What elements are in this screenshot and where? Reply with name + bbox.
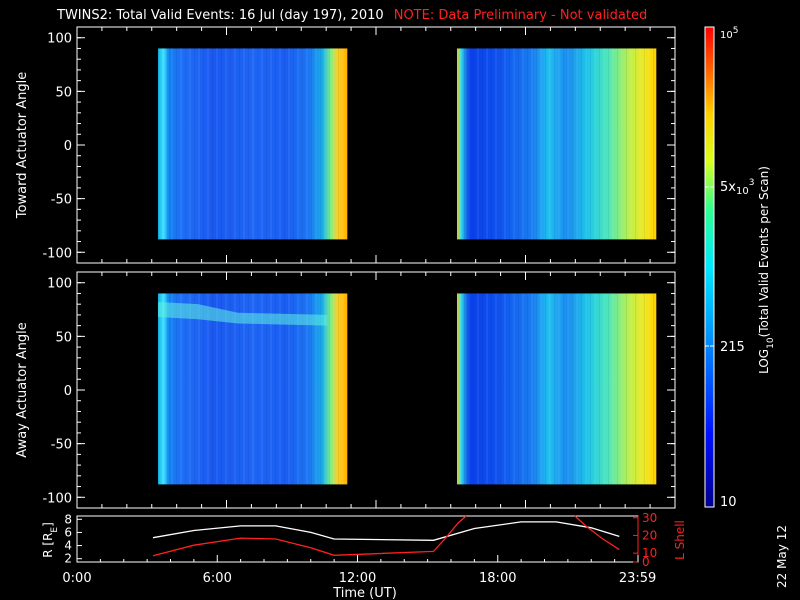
y-tick-label: 50 xyxy=(55,85,72,100)
y-tick-label: 100 xyxy=(47,32,72,47)
x-axis-label: Time (UT) xyxy=(332,586,397,600)
colorbar xyxy=(704,26,715,508)
right-tick-label: 20 xyxy=(642,528,657,542)
colorbar-tick-5e3: 5x103 xyxy=(720,178,754,197)
away-heatmap-panel: 100 50 0 -50 -100 xyxy=(42,272,676,508)
colorbar-tick-10: 10 xyxy=(720,495,737,510)
date-stamp: 22 May 12 xyxy=(775,525,789,588)
orbit-ylabel-right: L Shell xyxy=(673,520,687,560)
lshell-series-line xyxy=(574,515,620,551)
left-tick-label: 4 xyxy=(64,539,72,553)
left-tick-label: 8 xyxy=(64,512,72,526)
y-tick-label: -50 xyxy=(51,438,72,453)
y-tick-label: 0 xyxy=(64,384,72,399)
x-tick-label: 23:59 xyxy=(619,571,656,586)
colorbar-tick-1e5: 105 xyxy=(720,26,738,41)
y-tick-label: 0 xyxy=(64,139,72,154)
heatmap-texture xyxy=(157,48,348,240)
y-tick-label: 100 xyxy=(47,277,72,292)
right-tick-label: 30 xyxy=(642,511,657,525)
colorbar-tick-215: 215 xyxy=(720,340,745,355)
x-tick-label: 12:00 xyxy=(339,571,376,586)
y-tick-label: -100 xyxy=(42,491,72,506)
radius-series-line xyxy=(152,521,620,541)
y-tick-label: -50 xyxy=(51,193,72,208)
y-tick-label: -100 xyxy=(42,246,72,261)
right-tick-label: 10 xyxy=(642,546,657,560)
x-tick-label: 0:00 xyxy=(62,571,91,586)
x-tick-label: 6:00 xyxy=(203,571,232,586)
toward-ylabel: Toward Actuator Angle xyxy=(15,72,30,219)
heatmap-band xyxy=(157,302,328,326)
orbit-ylabel-left: R [RE] xyxy=(41,522,60,558)
toward-heatmap-panel: 100 50 0 -50 -100 xyxy=(42,27,676,263)
chart-title: TWINS2: Total Valid Events: 16 Jul (day … xyxy=(57,8,647,23)
heatmap-texture xyxy=(456,48,657,240)
left-tick-label: 6 xyxy=(64,525,72,539)
note-text: NOTE: Data Preliminary - Not validated xyxy=(393,8,648,23)
left-tick-label: 2 xyxy=(64,552,72,566)
right-tick-label: 0 xyxy=(642,555,650,569)
away-ylabel: Away Actuator Angle xyxy=(15,322,30,457)
colorbar-ticks xyxy=(705,186,714,347)
colorbar-label: LOG10(Total Valid Events per Scan) xyxy=(757,166,776,374)
title-text: TWINS2: Total Valid Events: 16 Jul (day … xyxy=(57,8,384,23)
heatmap-texture xyxy=(456,293,657,485)
lshell-series-line xyxy=(152,515,467,557)
y-tick-label: 50 xyxy=(55,330,72,345)
x-tick-label: 18:00 xyxy=(479,571,516,586)
